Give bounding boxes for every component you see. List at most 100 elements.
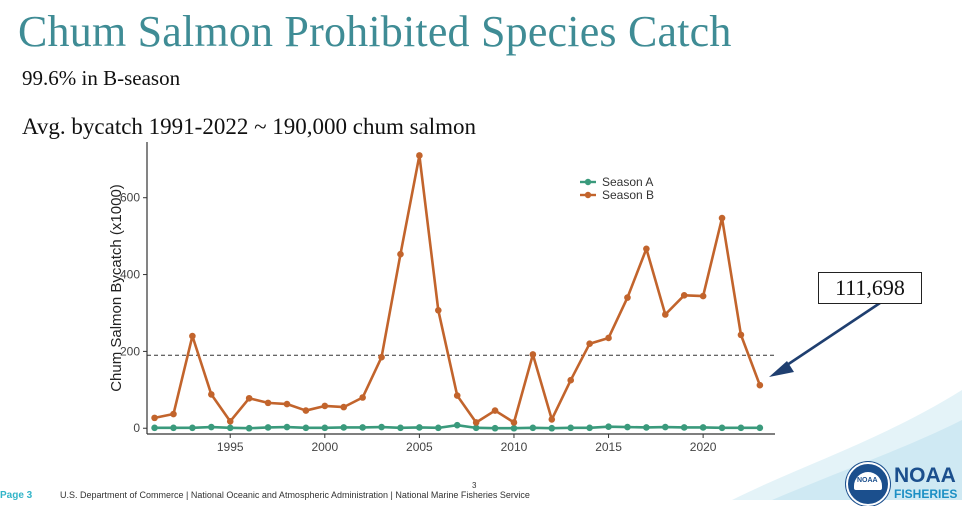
x-tick-label: 2005 bbox=[406, 440, 433, 454]
season-b-point bbox=[208, 391, 215, 398]
season-b-point bbox=[151, 414, 158, 422]
season-b-point bbox=[435, 306, 442, 314]
season-b-point bbox=[472, 419, 480, 426]
slide-number: 3 bbox=[472, 481, 477, 490]
season-a-point bbox=[699, 424, 707, 431]
season-b-point bbox=[378, 353, 385, 361]
season-a-point bbox=[548, 424, 556, 432]
series-layer bbox=[151, 152, 764, 432]
season-a-point bbox=[226, 424, 234, 432]
season-a-point bbox=[529, 424, 537, 432]
season-b-point bbox=[605, 334, 612, 342]
season-a-point bbox=[378, 423, 385, 431]
season-b-point bbox=[661, 311, 669, 318]
season-a-point bbox=[661, 423, 669, 431]
footer-text: U.S. Department of Commerce | National O… bbox=[60, 490, 530, 500]
season-a-point bbox=[737, 424, 745, 432]
season-a-legend-marker bbox=[584, 178, 592, 186]
season-a-point bbox=[472, 424, 480, 432]
bycatch-chart: 0 200 400 600 1995 2000 2005 2010 2015 2020 Chum S… bbox=[108, 142, 881, 454]
y-tick-label: 400 bbox=[120, 268, 140, 282]
season-b-point bbox=[529, 351, 537, 358]
season-b-point bbox=[510, 419, 518, 426]
season-b-point bbox=[264, 399, 272, 407]
season-a-point bbox=[510, 424, 518, 432]
season-b-point bbox=[737, 331, 745, 339]
x-tick-label: 2020 bbox=[690, 440, 717, 454]
x-tick-label: 2015 bbox=[595, 440, 622, 454]
y-tick-label: 600 bbox=[120, 191, 140, 205]
season-b-point bbox=[340, 403, 348, 411]
season-a-point bbox=[416, 424, 423, 431]
x-tick-label: 2000 bbox=[311, 440, 338, 454]
season-a-point bbox=[453, 421, 461, 429]
season-a-point bbox=[151, 424, 158, 432]
season-a-point bbox=[397, 424, 404, 432]
season-b-legend-marker bbox=[584, 191, 592, 199]
season-b-line bbox=[154, 154, 762, 424]
x-tick-label: 2010 bbox=[501, 440, 528, 454]
season-b-point bbox=[302, 407, 310, 414]
season-b-point bbox=[283, 400, 291, 408]
bullet-b-season: 99.6% in B-season bbox=[22, 66, 181, 90]
season-a-point bbox=[567, 424, 575, 432]
footer-page-label: Page 3 bbox=[0, 490, 33, 501]
season-b-point bbox=[586, 340, 593, 348]
season-a-point bbox=[170, 424, 177, 432]
season-b-point bbox=[548, 416, 556, 423]
season-b-point bbox=[453, 392, 461, 399]
season-a-point bbox=[245, 424, 253, 432]
season-b-point bbox=[756, 381, 764, 389]
season-b-point bbox=[359, 394, 366, 401]
y-tick-label: 200 bbox=[120, 344, 140, 358]
bullet-average-bycatch: Avg. bycatch 1991-2022 ~ 190,000 chum sa… bbox=[22, 114, 477, 139]
season-b-point bbox=[567, 376, 575, 384]
fisheries-brand: FISHERIES bbox=[894, 487, 958, 501]
y-axis-label: Chum Salmon Bycatch (x1000) bbox=[108, 184, 125, 392]
season-a-point bbox=[643, 424, 650, 431]
latest-value-callout: 111,698 bbox=[818, 272, 922, 304]
season-b-legend-label: Season B bbox=[602, 188, 654, 202]
season-a-point bbox=[302, 424, 310, 432]
season-b-point bbox=[170, 410, 177, 418]
x-tick-label: 1995 bbox=[217, 440, 244, 454]
season-a-point bbox=[605, 423, 612, 431]
season-a-point bbox=[321, 424, 329, 432]
season-a-point bbox=[624, 423, 631, 431]
season-a-point bbox=[680, 424, 688, 431]
season-a-point bbox=[359, 424, 366, 431]
season-a-point bbox=[340, 424, 348, 431]
season-a-point bbox=[586, 424, 593, 432]
season-b-point bbox=[643, 245, 650, 253]
season-b-point bbox=[699, 292, 707, 300]
season-a-legend-label: Season A bbox=[602, 175, 653, 189]
noaa-seal-icon: NOAA bbox=[846, 462, 890, 506]
noaa-brand: NOAA bbox=[894, 464, 956, 487]
slide-title: Chum Salmon Prohibited Species Catch bbox=[18, 7, 732, 56]
season-b-point bbox=[189, 332, 196, 340]
season-b-point bbox=[397, 250, 404, 258]
season-b-point bbox=[416, 152, 423, 159]
season-a-point bbox=[491, 424, 499, 432]
season-b-point bbox=[321, 402, 329, 410]
season-b-point bbox=[680, 292, 688, 299]
season-a-point bbox=[435, 424, 442, 432]
season-a-point bbox=[756, 424, 764, 432]
seal-text: NOAA bbox=[857, 477, 878, 484]
season-a-point bbox=[189, 424, 196, 432]
axes-layer: 0 200 400 600 1995 2000 2005 2010 2015 2020 Chum S… bbox=[108, 142, 775, 454]
season-a-point bbox=[283, 423, 291, 431]
decorative-swoosh bbox=[732, 390, 962, 500]
callout-arrow-layer bbox=[769, 301, 881, 377]
season-b-point bbox=[718, 214, 726, 222]
season-b-point bbox=[245, 394, 253, 402]
callout-arrow-head bbox=[769, 361, 794, 377]
season-b-point bbox=[491, 407, 499, 414]
season-a-point bbox=[264, 424, 272, 431]
callout-arrow-shaft bbox=[777, 301, 881, 373]
y-tick-label: 0 bbox=[133, 421, 140, 435]
season-a-point bbox=[208, 423, 215, 431]
season-b-point bbox=[226, 418, 234, 425]
season-b-point bbox=[624, 294, 631, 301]
